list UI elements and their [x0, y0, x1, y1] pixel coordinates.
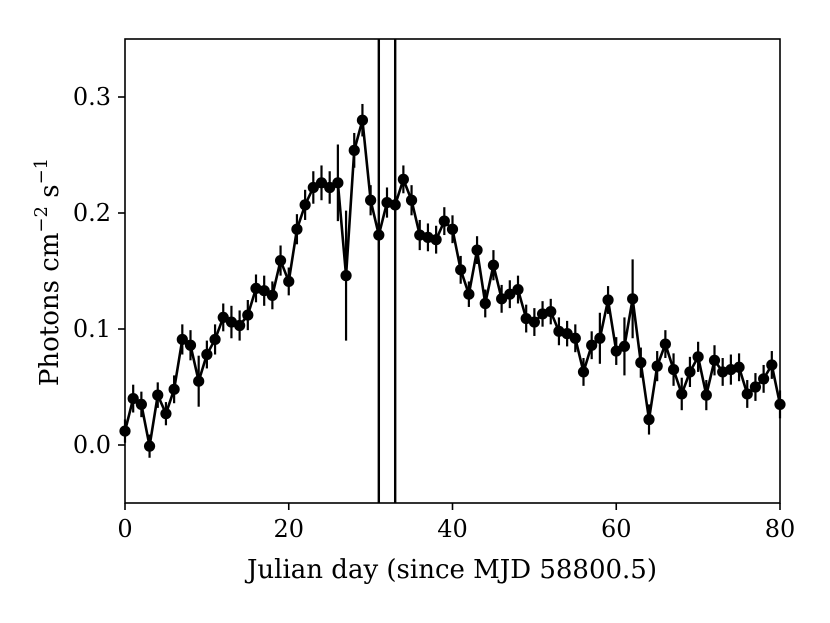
data-point — [405, 194, 418, 206]
data-point — [455, 264, 467, 276]
data-point — [389, 199, 401, 211]
data-point — [340, 270, 352, 282]
data-point — [438, 215, 450, 227]
data-point — [266, 289, 278, 301]
y-tick-label: 0.2 — [73, 199, 111, 227]
plot-layer — [119, 39, 786, 503]
data-point — [635, 357, 647, 369]
data-point — [610, 345, 622, 357]
data-point — [234, 319, 246, 332]
data-point — [397, 173, 409, 185]
x-tick-label: 60 — [601, 515, 632, 543]
data-point — [348, 144, 360, 156]
y-tick-label: 0.3 — [73, 83, 111, 111]
data-point — [209, 333, 221, 346]
x-axis: 0 20 40 60 80 — [117, 503, 795, 543]
data-point — [291, 223, 303, 235]
data-point — [569, 332, 581, 344]
data-point — [315, 177, 328, 189]
data-point — [577, 366, 590, 378]
data-point — [479, 297, 491, 310]
data-point — [766, 359, 778, 371]
data-point — [152, 389, 164, 401]
data-point — [496, 293, 508, 305]
data-point — [365, 194, 377, 206]
data-point — [176, 333, 188, 346]
y-axis-label-main: Photons cm — [35, 233, 65, 387]
data-point — [356, 114, 369, 126]
data-point — [373, 229, 385, 241]
data-point — [602, 294, 614, 306]
data-point — [184, 339, 197, 351]
y-axis-label-unit: s — [35, 184, 65, 206]
data-point — [487, 259, 500, 271]
data-point — [651, 360, 663, 372]
data-point — [193, 375, 205, 387]
x-tick-label: 80 — [765, 515, 796, 543]
x-tick-label: 0 — [117, 515, 132, 543]
data-point — [684, 366, 696, 378]
data-point — [708, 354, 721, 366]
data-point — [586, 339, 598, 351]
x-axis-label: Julian day (since MJD 58800.5) — [244, 555, 657, 585]
data-point — [659, 338, 671, 350]
data-point — [758, 373, 770, 385]
data-point — [283, 275, 295, 288]
data-point — [594, 332, 606, 344]
y-axis-label: Photons cm−2 s−1 — [31, 158, 65, 386]
y-axis-label-exp1: −2 — [31, 206, 52, 233]
data-point — [127, 393, 139, 405]
data-point — [307, 181, 319, 194]
data-point — [512, 283, 524, 296]
data-point — [274, 254, 287, 267]
y-axis-label-exp2: −1 — [31, 158, 52, 185]
data-point — [643, 413, 655, 426]
data-point — [160, 408, 172, 420]
y-tick-label: 0.0 — [73, 431, 111, 459]
data-point — [201, 348, 213, 361]
data-point — [627, 293, 639, 305]
data-point — [463, 288, 475, 300]
x-tick-label: 20 — [273, 515, 304, 543]
x-tick-label: 40 — [437, 515, 468, 543]
data-point — [324, 181, 336, 194]
data-point — [258, 285, 270, 297]
plot-frame — [124, 38, 781, 504]
data-point — [528, 316, 540, 328]
data-point — [667, 364, 680, 376]
data-point — [471, 244, 483, 256]
data-point — [741, 388, 753, 400]
data-point — [692, 351, 704, 363]
data-point — [242, 309, 254, 321]
data-point — [545, 306, 557, 318]
data-point — [504, 288, 516, 300]
data-point — [733, 361, 745, 373]
data-point — [135, 398, 147, 410]
data-point — [676, 388, 688, 400]
data-point — [700, 389, 712, 401]
y-tick-label: 0.1 — [73, 315, 111, 343]
data-point — [749, 381, 762, 393]
y-axis: 0.0 0.1 0.2 0.3 — [73, 83, 125, 459]
data-point — [217, 311, 229, 323]
data-point — [143, 440, 156, 452]
data-point — [299, 199, 311, 211]
data-point — [168, 383, 180, 395]
data-point — [618, 340, 631, 352]
data-point — [430, 234, 442, 246]
data-point — [332, 177, 344, 189]
data-point — [446, 223, 459, 235]
data-point — [561, 328, 573, 340]
